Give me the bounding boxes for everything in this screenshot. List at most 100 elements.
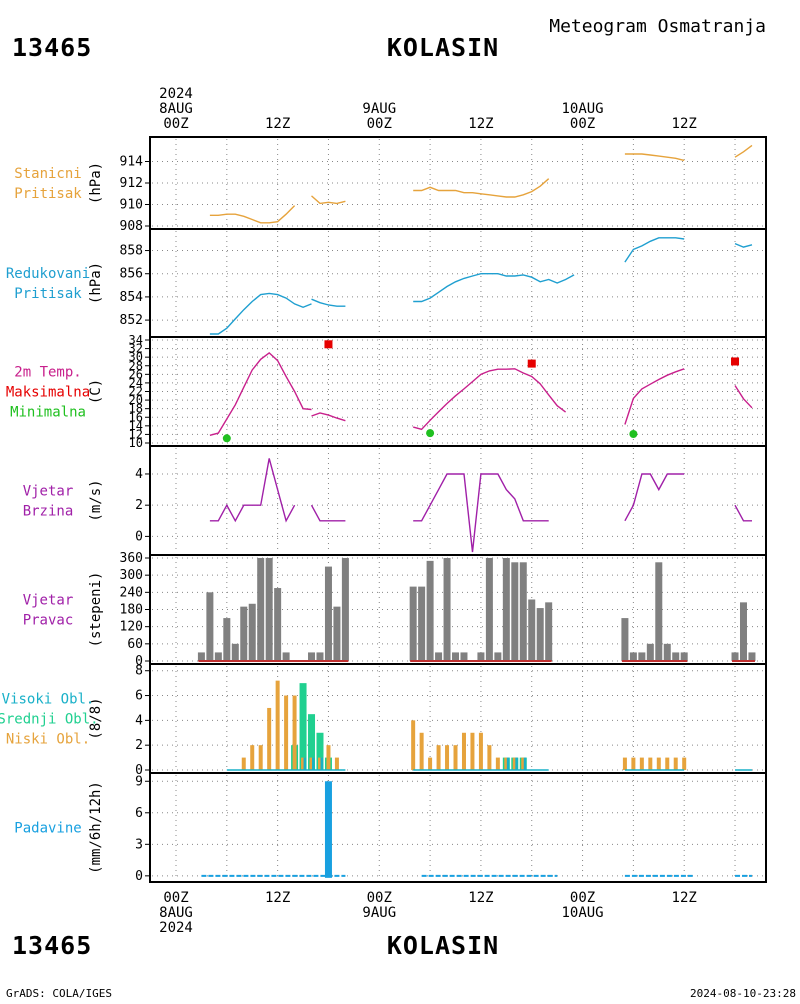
y-axis-label: (hPa)	[88, 162, 104, 204]
low-cloud-bar	[275, 680, 280, 770]
panels: 908910912914(hPa)StanicniPritisak8528548…	[0, 136, 767, 884]
time-label-bottom: 2024	[159, 920, 193, 936]
wind-direction-bar	[528, 599, 536, 661]
wind-direction-bar	[435, 652, 443, 661]
wind-direction-bar	[629, 652, 637, 661]
y-tick-label: 4	[135, 467, 143, 482]
wind-direction-bar	[731, 652, 739, 661]
time-label-top: 2024	[159, 86, 193, 102]
high-cloud-bar	[523, 757, 527, 770]
low-cloud-bar	[453, 745, 458, 770]
y-tick-label: 28	[129, 359, 143, 373]
high-cloud-bar	[320, 757, 323, 770]
mid-cloud-bar	[316, 732, 324, 770]
series-line	[413, 273, 575, 303]
y-tick-label: 22	[129, 385, 143, 399]
time-label-top: 10AUG	[561, 101, 603, 117]
time-label-bottom: 00Z	[163, 890, 188, 906]
series-line	[209, 351, 312, 436]
y-tick-label: 914	[120, 155, 144, 170]
maximum-marker	[527, 359, 536, 368]
low-cloud-bar	[309, 757, 314, 770]
low-cloud-bar	[461, 732, 466, 770]
wind-direction-bar	[418, 586, 426, 661]
wind-direction-bar	[511, 562, 519, 661]
time-label-bottom: 00Z	[367, 890, 392, 906]
low-cloud-bar	[648, 757, 653, 770]
y-tick-label: 300	[120, 568, 143, 583]
low-cloud-bar	[512, 757, 517, 770]
series-line	[209, 205, 296, 224]
series-line	[624, 473, 685, 522]
high-cloud-bar	[506, 757, 510, 770]
series-line	[413, 178, 550, 198]
wind-direction-bar	[333, 606, 341, 661]
low-cloud-bar	[470, 732, 475, 770]
time-label-top: 8AUG	[159, 101, 193, 117]
wind-direction-bar	[265, 558, 273, 661]
panel-frame	[149, 445, 767, 556]
time-label-bottom: 00Z	[570, 890, 595, 906]
series-line	[310, 504, 346, 522]
low-cloud-bar	[495, 757, 500, 770]
station-id-bottom: 13465	[12, 931, 92, 960]
low-cloud-bar	[428, 757, 433, 770]
time-label-bottom: 8AUG	[159, 905, 193, 921]
wind-direction-bar	[231, 643, 239, 661]
y-axis-label: (m/s)	[88, 479, 104, 521]
low-cloud-bar	[301, 757, 306, 770]
time-label-bottom: 12Z	[468, 890, 493, 906]
y-axis-label: (mm/6h/12h)	[88, 781, 104, 874]
wind-direction-bar	[477, 652, 485, 661]
y-tick-label: 34	[129, 333, 143, 347]
wind-direction-bar	[316, 652, 324, 661]
low-cloud-bar	[241, 757, 246, 770]
wind-direction-bar	[638, 652, 646, 661]
wind-direction-bar	[739, 602, 747, 661]
y-tick-label: 0	[135, 869, 143, 884]
wind-direction-bar	[485, 558, 493, 661]
low-cloud-bar	[487, 745, 492, 770]
high-cloud-bar	[303, 757, 307, 770]
maximum-marker	[324, 340, 333, 349]
panel-label: 2m Temp.	[14, 365, 81, 381]
mid-cloud-bar	[308, 714, 316, 770]
time-label-top: 00Z	[570, 116, 595, 132]
panel-clouds: 0 2 4 6 8 (8/8)Visoki Obl. Srednji Obl. Niski O…	[0, 663, 767, 778]
time-label-top: 00Z	[367, 116, 392, 132]
panel-label: Redukovani	[6, 266, 90, 282]
y-tick-label: 8	[135, 664, 143, 679]
wind-direction-bar	[341, 558, 349, 661]
wind-direction-bar	[443, 558, 451, 661]
wind-direction-bar	[621, 618, 629, 661]
y-tick-label: 26	[129, 367, 143, 381]
panel-station_pressure: 908 910 912 914 (hPa) Stanicni Pritisak	[14, 136, 767, 234]
time-label-bottom: 12Z	[672, 890, 697, 906]
panel-frame	[149, 772, 767, 883]
wind-direction-bar	[426, 560, 434, 661]
low-cloud-bar	[504, 757, 509, 770]
y-tick-label: 0	[135, 763, 143, 778]
y-tick-label: 60	[127, 637, 143, 652]
wind-direction-bar	[206, 592, 214, 661]
panel-precipitation: 0 3 6 9 (mm/6h/12h) Padavine	[14, 772, 767, 884]
high-cloud-bar	[515, 757, 518, 770]
series-line	[209, 292, 312, 335]
low-cloud-bar	[326, 745, 331, 770]
panel-frame	[149, 228, 767, 338]
wind-direction-bar	[502, 558, 510, 661]
y-tick-label: 2	[135, 498, 143, 513]
y-tick-label: 856	[120, 267, 143, 282]
y-tick-label: 6	[135, 689, 143, 704]
time-label-bottom: 12Z	[265, 890, 290, 906]
station-id-top: 13465	[12, 33, 92, 62]
y-tick-label: 2	[135, 738, 143, 753]
series-line	[624, 153, 685, 162]
wind-direction-bar	[452, 652, 460, 661]
low-cloud-bar	[258, 745, 263, 770]
y-tick-label: 120	[120, 620, 143, 635]
time-label-top: 12Z	[265, 116, 290, 132]
low-cloud-bar	[478, 732, 483, 770]
